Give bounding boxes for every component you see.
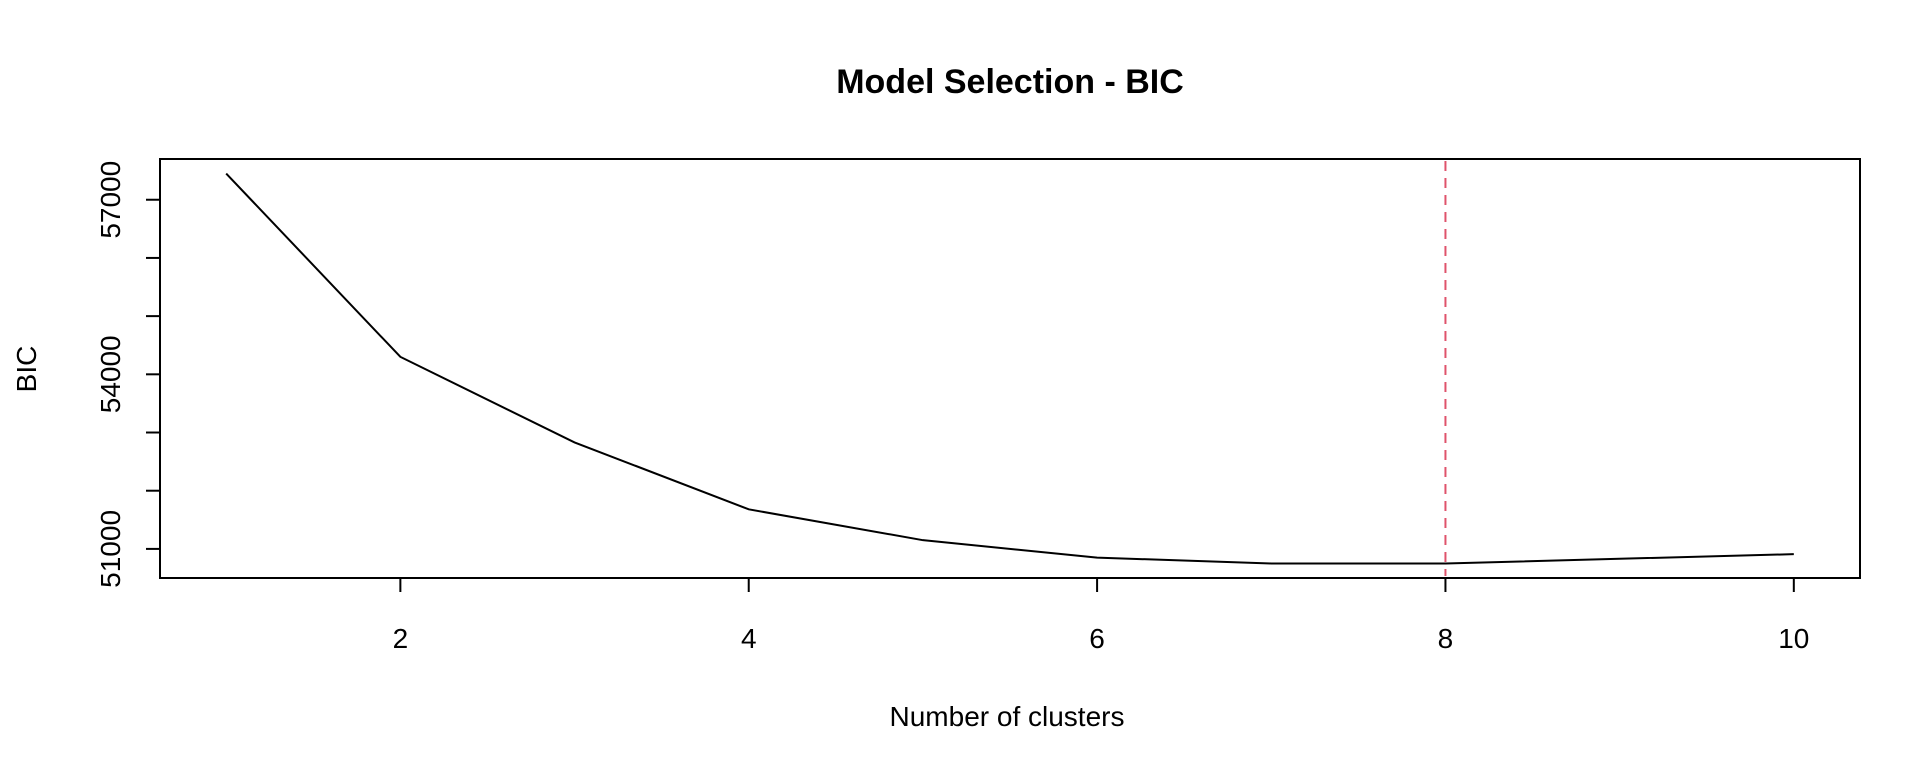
plot-frame — [159, 158, 1861, 579]
bic-series-line — [225, 172, 1794, 565]
x-tick-label: 4 — [741, 623, 757, 654]
chart-marks: 2 4 6 8 10 51000 54000 57000 — [95, 161, 1809, 654]
y-tick-label: 54000 — [95, 335, 126, 413]
x-tick-label: 6 — [1089, 623, 1105, 654]
y-tick-label: 57000 — [95, 161, 126, 239]
chart-title: Model Selection - BIC — [836, 63, 1184, 101]
y-axis-label: BIC — [11, 346, 42, 393]
x-tick-label: 8 — [1438, 623, 1454, 654]
y-tick-label: 51000 — [95, 510, 126, 588]
x-axis-label: Number of clusters — [890, 701, 1125, 732]
x-tick-label: 2 — [393, 623, 409, 654]
x-tick-label: 10 — [1778, 623, 1809, 654]
